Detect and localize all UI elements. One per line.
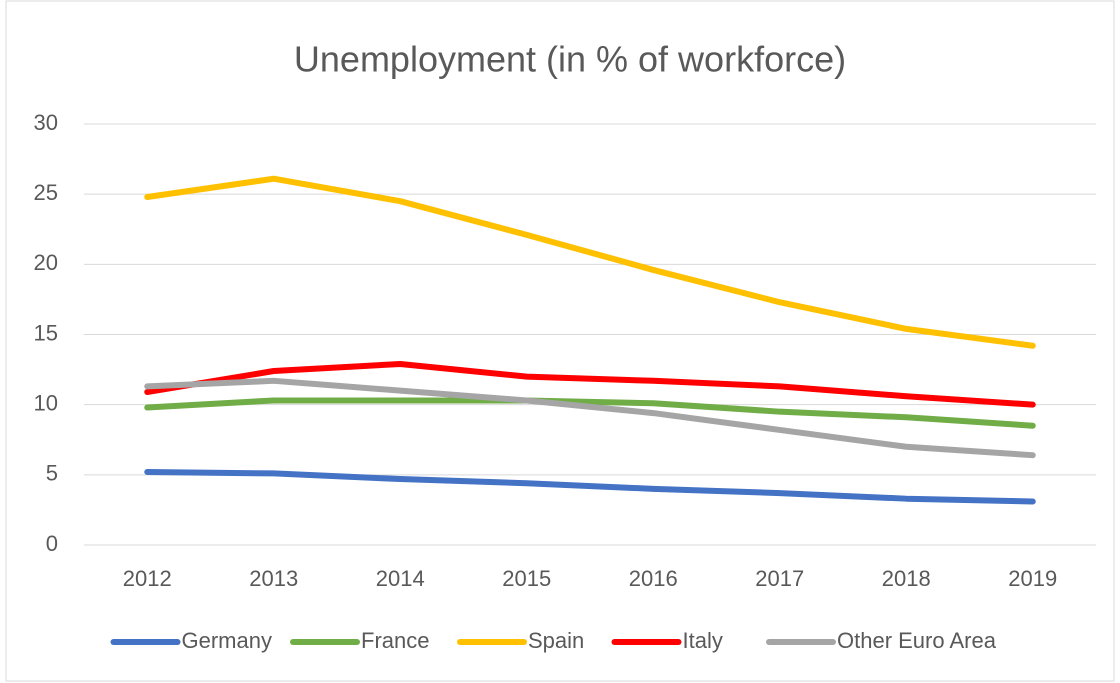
x-tick-label: 2014	[376, 566, 425, 591]
chart-title: Unemployment (in % of workforce)	[294, 39, 846, 80]
series-line	[144, 377, 1036, 459]
series-line	[144, 397, 1036, 429]
series-line	[144, 360, 1036, 408]
series-line	[144, 469, 1036, 505]
y-tick-label: 0	[46, 531, 58, 556]
y-tick-label: 30	[34, 110, 58, 135]
y-tick-label: 20	[34, 250, 58, 275]
y-tick-label: 25	[34, 180, 58, 205]
chart-frame	[5, 0, 1115, 682]
y-tick-label: 15	[34, 320, 58, 345]
legend-label: Other Euro Area	[837, 628, 997, 653]
x-tick-label: 2015	[502, 566, 551, 591]
x-tick-label: 2018	[882, 566, 931, 591]
series-line	[144, 175, 1036, 349]
x-tick-label: 2016	[629, 566, 678, 591]
x-tick-label: 2013	[249, 566, 298, 591]
x-tick-label: 2019	[1008, 566, 1057, 591]
y-tick-label: 5	[46, 461, 58, 486]
x-tick-label: 2012	[123, 566, 172, 591]
legend-label: France	[361, 628, 429, 653]
legend-label: Germany	[182, 628, 272, 653]
x-tick-label: 2017	[755, 566, 804, 591]
y-tick-label: 10	[34, 390, 58, 415]
legend-label: Italy	[683, 628, 723, 653]
legend-label: Spain	[528, 628, 584, 653]
